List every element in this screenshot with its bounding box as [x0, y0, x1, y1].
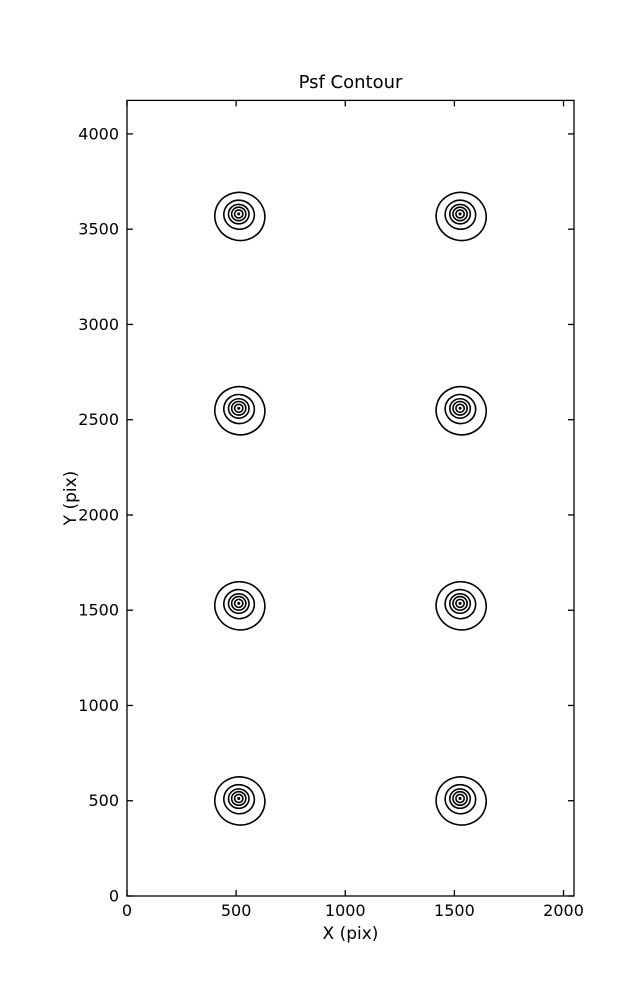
contour-ring: [455, 793, 466, 804]
psf-contour-blob: [214, 580, 266, 631]
x-tick-label: 1500: [434, 901, 475, 920]
contour-ring: [227, 593, 250, 615]
contour-ring: [449, 203, 472, 225]
x-tick-label: 1000: [325, 901, 366, 920]
plot-title: Psf Contour: [298, 72, 403, 93]
contour-ring: [223, 393, 256, 425]
contour-ring: [444, 783, 477, 815]
y-tick-label: 2500: [78, 410, 119, 429]
contour-ring: [449, 593, 472, 615]
contour-ring: [214, 580, 266, 631]
contour-peak-dot: [458, 406, 462, 410]
contour-ring: [214, 191, 266, 242]
y-tick-label: 4000: [78, 124, 119, 143]
x-tick-label: 0: [122, 901, 132, 920]
contour-ring: [444, 199, 477, 231]
x-tick-label: 2000: [543, 901, 584, 920]
x-tick-label: 500: [221, 901, 252, 920]
y-tick-label: 2000: [78, 505, 119, 524]
contour-ring: [452, 206, 468, 222]
contour-peak-dot: [458, 212, 462, 216]
contour-ring: [230, 206, 247, 222]
contour-ring: [435, 385, 487, 436]
contour-ring: [230, 790, 247, 807]
contour-peak-dot: [458, 796, 462, 800]
contour-ring: [455, 403, 466, 414]
psf-contour-blob: [214, 191, 266, 242]
contour-ring: [435, 776, 487, 826]
contour-ring: [444, 393, 477, 425]
contour-ring: [223, 199, 256, 231]
contour-ring: [233, 403, 244, 414]
y-tick-label: 0: [109, 887, 119, 906]
psf-contour-blob: [435, 580, 487, 631]
contour-peak-dot: [237, 601, 241, 605]
contour-ring: [214, 776, 266, 826]
axes-frame: [126, 99, 575, 897]
psf-contour-blob: [214, 776, 266, 826]
contour-ring: [455, 598, 466, 609]
contour-ring: [449, 397, 472, 419]
contour-ring: [223, 783, 256, 815]
contour-ring: [223, 588, 256, 620]
psf-contour-blob: [435, 776, 487, 826]
y-tick-label: 1000: [78, 696, 119, 715]
contour-peak-dot: [237, 406, 241, 410]
psf-contour-blob: [435, 191, 487, 242]
contour-ring: [449, 788, 472, 810]
contour-ring: [230, 595, 247, 611]
contour-ring: [435, 580, 487, 631]
contour-ring: [452, 595, 468, 611]
psf-contour-blob: [435, 385, 487, 436]
y-axis-label: Y (pix): [61, 470, 81, 526]
contour-ring: [452, 790, 468, 807]
y-tick-label: 3000: [78, 315, 119, 334]
y-tick-label: 500: [88, 791, 119, 810]
contour-ring: [233, 209, 244, 219]
contour-ring: [452, 400, 468, 416]
contour-ring: [233, 793, 244, 804]
contour-ring: [233, 598, 244, 609]
y-tick-label: 3500: [78, 220, 119, 239]
x-axis-label: X (pix): [322, 924, 379, 944]
contour-peak-dot: [237, 212, 241, 216]
contour-peak-dot: [237, 796, 241, 800]
contour-ring: [227, 788, 250, 810]
y-tick-label: 1500: [78, 601, 119, 620]
contour-ring: [230, 400, 247, 416]
contour-ring: [214, 385, 266, 436]
psf-contour-blob: [214, 385, 266, 436]
contour-ring: [227, 397, 250, 419]
contour-ring: [435, 191, 487, 242]
contour-ring: [227, 203, 250, 225]
contour-ring: [444, 588, 477, 620]
contour-peak-dot: [458, 601, 462, 605]
contour-ring: [455, 209, 466, 219]
